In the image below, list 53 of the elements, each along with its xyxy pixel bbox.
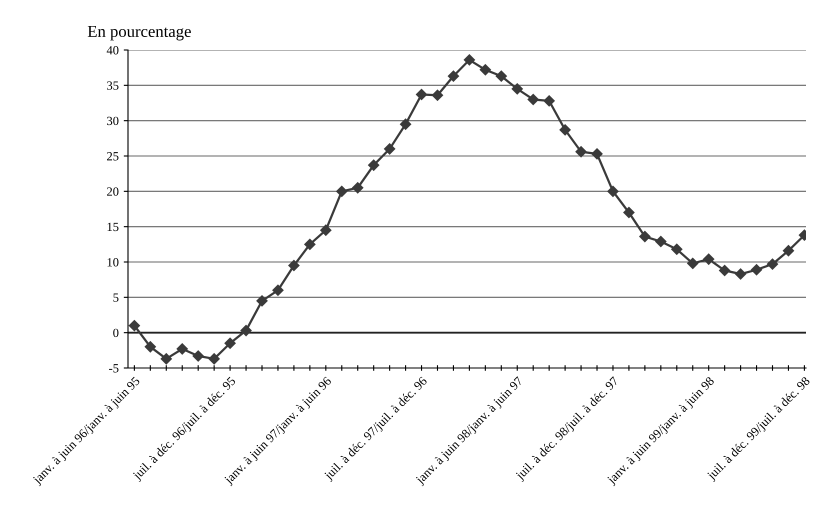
point bbox=[512, 83, 523, 94]
point bbox=[623, 206, 635, 218]
point bbox=[176, 343, 188, 355]
point bbox=[544, 95, 555, 106]
y-tick-label: -5 bbox=[109, 364, 118, 372]
y-tick-label: 15 bbox=[108, 222, 118, 232]
point bbox=[224, 338, 236, 349]
point bbox=[703, 254, 714, 265]
point bbox=[368, 160, 380, 171]
point bbox=[591, 148, 603, 160]
point bbox=[719, 264, 730, 276]
point bbox=[384, 143, 396, 155]
point bbox=[766, 258, 778, 270]
point bbox=[639, 230, 650, 242]
y-axis-title: En pourcentage bbox=[88, 26, 191, 40]
y-tick-label: 40 bbox=[106, 46, 118, 54]
point bbox=[464, 54, 475, 66]
point bbox=[480, 64, 491, 76]
y-tick-label: 25 bbox=[107, 152, 118, 160]
y-tick-label: 5 bbox=[113, 293, 118, 302]
point bbox=[256, 295, 268, 306]
point bbox=[160, 353, 172, 364]
y-tick-label: 35 bbox=[107, 81, 118, 90]
point bbox=[528, 94, 539, 106]
y-tick-label: 10 bbox=[108, 258, 118, 266]
point bbox=[304, 238, 316, 250]
point bbox=[687, 258, 698, 270]
y-tick-label: 30 bbox=[107, 116, 118, 126]
point bbox=[560, 124, 571, 136]
point bbox=[432, 90, 444, 101]
point bbox=[750, 264, 762, 276]
point bbox=[288, 260, 300, 272]
point bbox=[782, 245, 794, 256]
point bbox=[192, 350, 204, 362]
point bbox=[448, 70, 460, 82]
point bbox=[734, 268, 746, 280]
point bbox=[671, 244, 682, 255]
point bbox=[144, 341, 156, 352]
y-tick-label: 20 bbox=[107, 187, 118, 196]
point bbox=[320, 224, 332, 236]
point bbox=[575, 146, 587, 158]
point bbox=[655, 236, 666, 248]
point bbox=[272, 284, 284, 296]
point bbox=[607, 186, 619, 197]
point bbox=[240, 324, 252, 336]
point bbox=[336, 186, 348, 197]
y-tick-label: 0 bbox=[113, 328, 118, 338]
point bbox=[400, 118, 412, 130]
point bbox=[208, 353, 220, 364]
point bbox=[352, 182, 364, 194]
point bbox=[416, 88, 428, 100]
point bbox=[496, 70, 507, 82]
point bbox=[128, 320, 140, 332]
